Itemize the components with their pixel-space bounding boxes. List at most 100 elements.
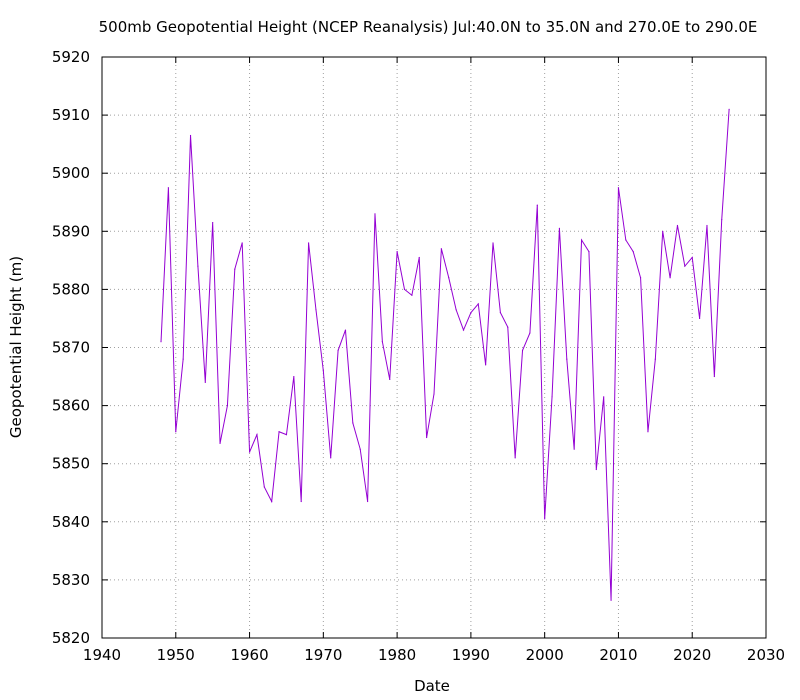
x-tick-label: 2010 [599,646,637,664]
y-tick-label: 5910 [52,106,90,124]
y-tick-label: 5870 [52,339,90,357]
y-tick-label: 5900 [52,164,90,182]
series-line [160,109,730,601]
data-point [617,187,620,189]
data-point [448,277,450,279]
data-point [278,431,280,433]
data-point [418,256,420,259]
y-axis-label: Geopotential Height (m) [7,256,25,438]
data-point [403,288,406,290]
data-point [728,108,730,110]
data-point [499,312,501,314]
data-point [322,370,324,372]
axis-ticks [101,56,767,639]
data-point [285,434,288,436]
x-tick-label: 2030 [747,646,785,664]
y-tick-label: 5860 [52,397,90,415]
data-points [160,108,730,601]
data-point [699,317,701,320]
x-tick-label: 1950 [157,646,195,664]
x-tick-label: 1980 [378,646,416,664]
data-point [691,256,693,259]
data-point [204,381,206,383]
data-point [492,242,494,244]
x-tick-label: 1990 [452,646,490,664]
data-point [507,326,509,328]
data-point [536,204,538,206]
data-point [684,265,686,267]
data-point [167,187,169,189]
data-point [271,500,273,503]
data-point [440,248,442,250]
data-point [411,294,413,296]
data-point [374,213,376,215]
data-point [426,436,428,439]
data-point [669,277,671,279]
data-point [219,442,221,444]
data-point [330,457,332,459]
data-point [381,341,383,343]
x-tick-label: 2000 [526,646,564,664]
data-point [603,396,605,398]
y-tick-label: 5880 [52,280,90,298]
y-tick-label: 5840 [52,513,90,531]
data-point [160,341,162,343]
data-point [462,329,465,331]
data-point [558,227,561,229]
x-tick-label: 2020 [673,646,711,664]
data-point [721,219,723,221]
data-point [521,349,524,352]
data-point [359,448,361,450]
data-point [551,396,553,398]
data-point [293,375,295,378]
data-point [315,309,317,311]
grid-lines [102,57,766,638]
data-point [566,358,568,360]
data-point [389,378,391,381]
x-tick-labels: 1940 1950 1960 1970 1980 1990 2000 2010 2020 2030 [83,646,785,664]
data-point [241,242,243,244]
chart-title: 500mb Geopotential Height (NCEP Reanalys… [99,18,758,36]
x-tick-label: 1970 [304,646,342,664]
data-point [610,599,612,601]
data-point [175,431,177,433]
data-point [337,349,339,352]
y-tick-label: 5850 [52,455,90,473]
data-point [654,358,656,360]
data-point [662,230,664,232]
data-point [632,251,634,253]
data-point [263,486,265,488]
data-point [248,451,251,453]
data-point [477,303,479,305]
data-point [234,268,236,270]
data-point [396,251,398,253]
data-point [226,405,229,407]
data-point [344,329,347,331]
data-point [433,393,435,395]
data-point [713,375,715,378]
y-tick-label: 5820 [52,629,90,647]
y-tick-label: 5920 [52,48,90,66]
data-point [212,221,214,224]
data-point [706,224,708,227]
data-point [595,468,597,471]
data-point [455,309,457,311]
data-point [352,422,354,424]
y-tick-label: 5830 [52,571,90,589]
data-point [197,265,199,267]
y-tick-label: 5890 [52,222,90,240]
x-tick-label: 1940 [83,646,121,664]
data-point [367,500,369,503]
data-point [529,332,531,334]
y-tick-labels: 5820 5830 5840 5850 5860 5870 5880 5890 5900 5910… [52,48,90,647]
data-point [544,518,546,520]
data-point [470,312,472,314]
data-point [182,358,184,360]
data-point [639,277,642,279]
x-axis-label: Date [414,677,450,695]
x-tick-label: 1960 [230,646,268,664]
data-point [647,431,649,433]
data-point [573,448,575,450]
data-point [676,224,679,227]
